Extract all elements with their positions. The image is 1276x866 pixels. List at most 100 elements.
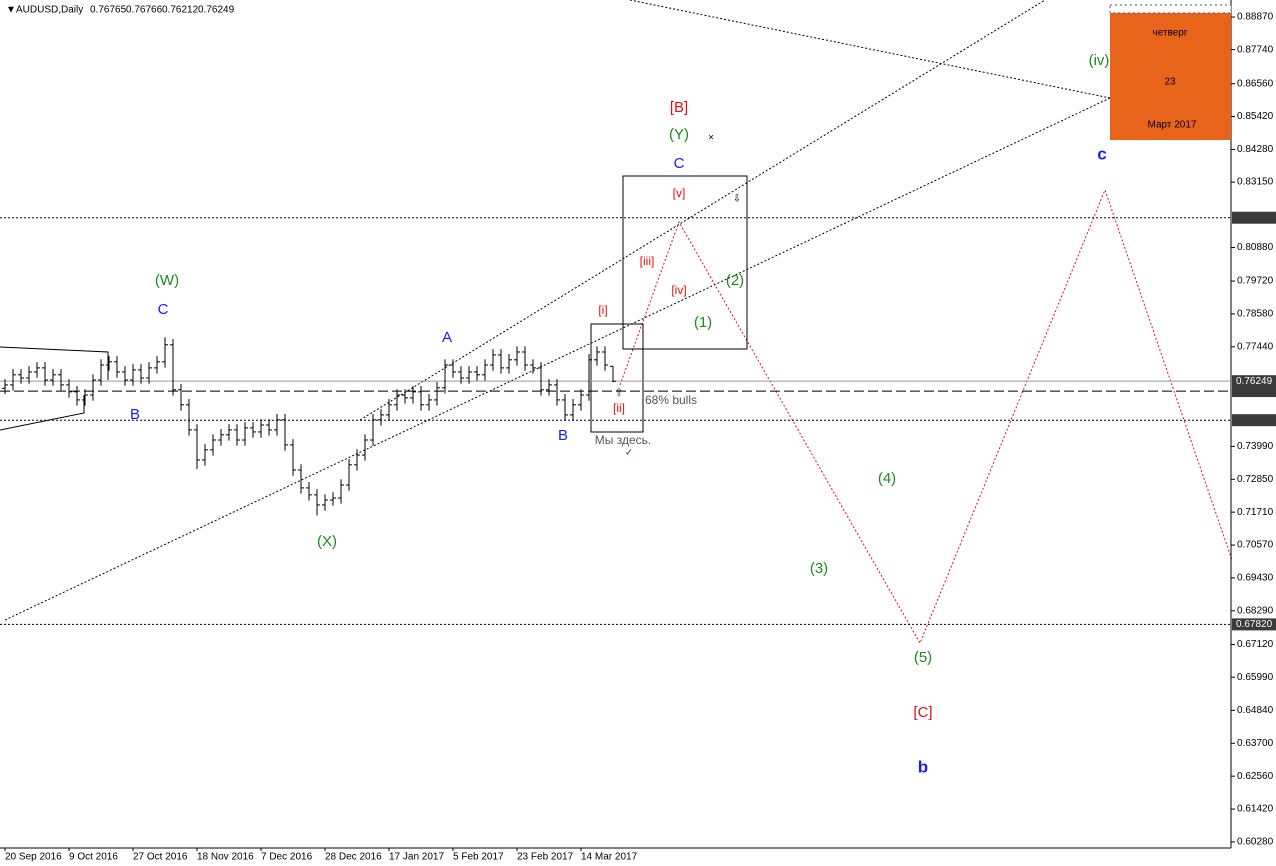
icons: ⇩ ⇧ ✓ ×: [615, 133, 741, 459]
channel-line: [359, 0, 1046, 421]
wave-label: [iv]: [671, 283, 686, 297]
wave-label: Мы здесь.: [595, 433, 651, 447]
ohlc-bar: [274, 414, 280, 436]
ohlc-bar: [82, 389, 88, 406]
ohlc-bar: [226, 424, 232, 441]
price-box: [1232, 618, 1276, 631]
wave-label: (4): [878, 470, 896, 487]
ohlc-bar: [418, 386, 424, 411]
x-tick-label: 5 Feb 2017: [453, 852, 504, 863]
shapes: [0, 175, 748, 433]
ohlc-bar: [250, 422, 256, 438]
ohlc-bar: [394, 389, 400, 411]
y-tick-label: 0.64840: [1237, 705, 1274, 716]
ohlc-bar: [538, 362, 544, 396]
ohlc-bar: [18, 369, 24, 384]
wave-label: B: [130, 406, 140, 423]
ohlc-bar: [34, 362, 40, 378]
ohlc-bar: [442, 359, 448, 394]
arrow-icon: ⇧: [615, 388, 623, 399]
ohlc-bar: [386, 399, 392, 421]
ohlc-bar: [330, 492, 336, 506]
y-tick-label: 0.77440: [1237, 341, 1274, 352]
ohlc-bar: [138, 364, 144, 384]
y-tick-label: 0.63700: [1237, 738, 1274, 749]
y-tick-label: 0.62560: [1237, 771, 1274, 782]
price-box-label: 0.67820: [1236, 619, 1273, 630]
ohlc-bar: [474, 366, 480, 381]
y-tick-label: 0.72850: [1237, 474, 1274, 485]
ohlc-bar: [314, 489, 320, 516]
y-tick-label: 0.65990: [1237, 672, 1274, 683]
ohlc-bar: [90, 374, 96, 401]
price-box: [1232, 211, 1276, 224]
header-open: 0.76765: [90, 5, 127, 16]
ohlc-bar: [266, 419, 272, 436]
ohlc-bar: [490, 349, 496, 371]
arrow-icon: ⇩: [733, 194, 741, 205]
header-close: 0.76249: [198, 5, 235, 16]
wave-label: [iii]: [640, 254, 655, 268]
ohlc-bar: [506, 354, 512, 374]
y-tick-label: 0.61420: [1237, 804, 1274, 815]
y-tick-label: 0.70570: [1237, 540, 1274, 551]
wave-label: b: [918, 757, 928, 776]
wave-label: B: [558, 427, 568, 444]
ohlc-bar: [362, 434, 368, 461]
header-arrow: ▼: [6, 5, 16, 16]
y-tick-label: 0.71710: [1237, 507, 1274, 518]
ohlc-bar: [482, 359, 488, 381]
wave-label: (Y): [669, 126, 689, 143]
ohlc-bar: [242, 422, 248, 446]
ohlc-bar: [258, 419, 264, 438]
ohlc-bar: [594, 346, 600, 366]
ohlc-bar: [434, 382, 440, 406]
ohlc-bar: [402, 389, 408, 404]
x-tick-label: 14 Mar 2017: [581, 852, 638, 863]
ohlc-bar: [322, 494, 328, 511]
plot-area: [0, 0, 1231, 848]
wave-label: [C]: [913, 704, 932, 721]
ohlc-bar: [2, 379, 8, 395]
ohlc-bar: [466, 366, 472, 384]
wave-label: [B]: [670, 99, 688, 116]
y-tick-label: 0.87740: [1237, 44, 1274, 55]
ohlc-bar: [146, 362, 152, 384]
ohlc-bar: [306, 482, 312, 501]
ohlc-bar: [410, 386, 416, 404]
ohlc-bar: [554, 379, 560, 406]
ohlc-bar: [370, 414, 376, 446]
ohlc-bar: [122, 366, 128, 386]
calendar-rings: [1109, 4, 1232, 14]
x-tick-label: 27 Oct 2016: [133, 852, 188, 863]
x-tick-label: 7 Dec 2016: [261, 852, 313, 863]
wave-label: c: [1097, 144, 1106, 163]
month: Март 2017: [1148, 120, 1197, 131]
ohlc-bar: [106, 356, 112, 371]
y-tick-label: 0.86560: [1237, 78, 1274, 89]
ohlc-bar: [546, 379, 552, 396]
ohlc-bar: [98, 359, 104, 386]
wave-label: [v]: [673, 186, 686, 200]
x-tick-label: 9 Oct 2016: [69, 852, 118, 863]
ohlc-bar: [530, 359, 536, 374]
ohlc-bar: [234, 424, 240, 446]
day: 23: [1164, 77, 1176, 88]
ohlc-bar: [354, 449, 360, 471]
price-box-label: 0.76249: [1236, 376, 1273, 387]
ohlc-bar: [522, 346, 528, 371]
ohlc-bar: [42, 362, 48, 386]
ohlc-bar: [218, 429, 224, 446]
y-tick-label: 0.83150: [1237, 177, 1274, 188]
ohlc-bar: [378, 409, 384, 426]
ohlc-bar: [602, 346, 608, 371]
ohlc-bar: [58, 369, 64, 391]
y-tick-label: 0.73990: [1237, 441, 1274, 452]
ohlc-bar: [74, 386, 80, 406]
wave-label: C: [158, 301, 169, 318]
ohlc-bar: [202, 444, 208, 466]
price-box: [1232, 375, 1276, 388]
ohlc-bar: [458, 366, 464, 384]
ohlc-bar: [130, 364, 136, 386]
